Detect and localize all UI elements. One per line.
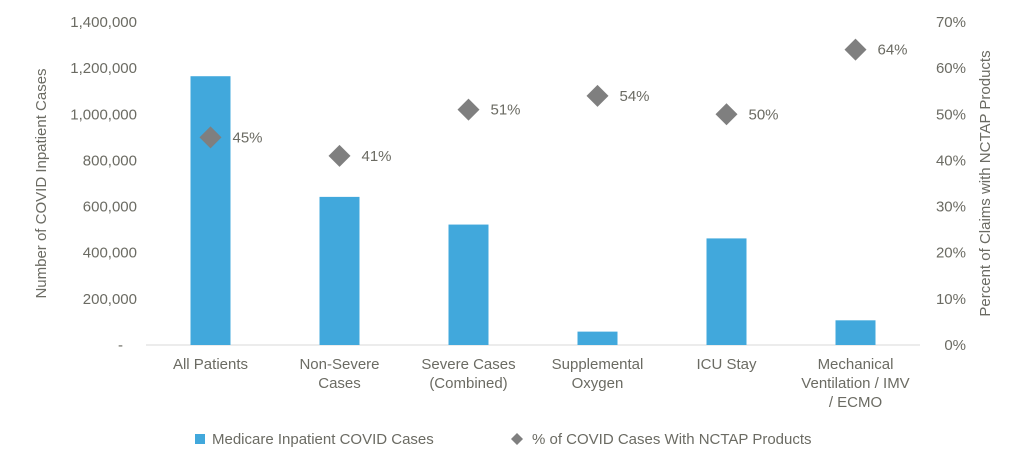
legend-diamond-label: % of COVID Cases With NCTAP Products <box>532 431 812 448</box>
bar-series <box>190 76 876 345</box>
data-label: 64% <box>878 42 908 59</box>
left-axis-ticks: - 200,000 400,000 600,000 800,000 1,000,000 1,… <box>70 14 137 354</box>
legend-bar-swatch <box>195 434 205 444</box>
y2-tick-label: 10% <box>936 291 966 308</box>
y-tick-label: 400,000 <box>83 245 137 262</box>
x-tick-label: All Patients <box>173 356 248 373</box>
right-axis-ticks: 0% 10% 20% 30% 40% 50% 60% 70% <box>936 14 966 354</box>
x-tick-label: ICU Stay <box>696 356 757 373</box>
diamond-series: 45% 41% 51% 54% 50% 64% <box>199 38 908 167</box>
y2-axis-title: Percent of Claims with NCTAP Products <box>977 50 994 316</box>
y-tick-label: 1,200,000 <box>70 60 137 77</box>
data-label: 54% <box>620 88 650 105</box>
y2-tick-label: 0% <box>944 337 966 354</box>
y-tick-label: 1,400,000 <box>70 14 137 31</box>
data-label: 50% <box>749 106 779 123</box>
legend-bar-label: Medicare Inpatient COVID Cases <box>212 431 434 448</box>
bar <box>190 76 231 345</box>
y2-tick-label: 60% <box>936 60 966 77</box>
y-tick-label: 600,000 <box>83 199 137 216</box>
y2-tick-label: 20% <box>936 245 966 262</box>
y2-tick-label: 70% <box>936 14 966 31</box>
bar <box>448 224 489 345</box>
legend: Medicare Inpatient COVID Cases % of COVI… <box>195 431 812 448</box>
legend-diamond-icon <box>511 433 523 445</box>
data-label: 45% <box>233 129 263 146</box>
bar <box>577 331 618 345</box>
diamond-marker <box>844 38 867 61</box>
bar <box>706 238 747 345</box>
x-tick-label: Supplemental Oxygen <box>552 356 644 392</box>
category-labels: All Patients Non-Severe Cases Severe Cases(… <box>173 356 910 411</box>
diamond-marker <box>199 126 222 149</box>
x-tick-label: Non-Severe Cases <box>299 356 379 392</box>
y-axis-title: Number of COVID Inpatient Cases <box>33 68 50 298</box>
x-tick-label: Severe Cases (Combined) <box>421 356 515 392</box>
y2-tick-label: 40% <box>936 152 966 169</box>
y-tick-label: - <box>118 337 123 354</box>
y-tick-label: 1,000,000 <box>70 106 137 123</box>
bar <box>835 320 876 345</box>
diamond-marker <box>457 98 480 121</box>
x-tick-label: Mechanical Ventilation / IMV / ECMO <box>801 356 909 411</box>
data-label: 41% <box>362 148 392 165</box>
bar <box>319 196 360 345</box>
data-label: 51% <box>491 102 521 119</box>
diamond-marker <box>328 144 351 167</box>
y-tick-label: 200,000 <box>83 291 137 308</box>
diamond-marker <box>715 103 738 126</box>
diamond-marker <box>586 84 609 107</box>
y-tick-label: 800,000 <box>83 152 137 169</box>
y2-tick-label: 30% <box>936 199 966 216</box>
y2-tick-label: 50% <box>936 106 966 123</box>
